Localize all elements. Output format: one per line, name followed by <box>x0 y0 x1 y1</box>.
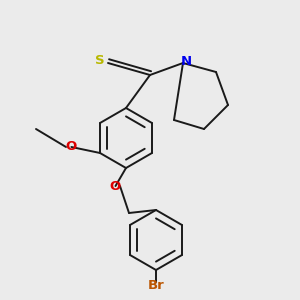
Text: Br: Br <box>148 279 164 292</box>
Text: S: S <box>95 54 104 67</box>
Text: O: O <box>66 140 77 154</box>
Text: O: O <box>110 179 121 193</box>
Text: N: N <box>180 55 192 68</box>
